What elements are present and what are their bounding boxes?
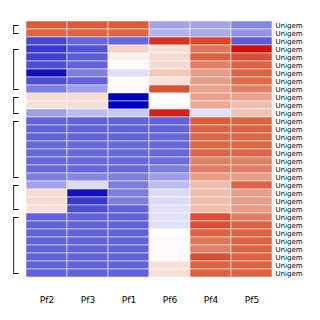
svg-text:Pf6: Pf6 — [163, 295, 178, 305]
svg-text:Unigem: Unigem — [276, 126, 303, 134]
svg-text:Unigem: Unigem — [276, 78, 303, 86]
svg-text:Unigem: Unigem — [276, 110, 303, 118]
svg-text:Unigem: Unigem — [276, 206, 303, 214]
svg-text:Unigem: Unigem — [276, 262, 303, 270]
svg-text:Unigem: Unigem — [276, 70, 303, 78]
svg-text:Unigem: Unigem — [276, 62, 303, 70]
svg-text:Unigem: Unigem — [276, 46, 303, 54]
svg-text:Unigem: Unigem — [276, 182, 303, 190]
svg-text:Unigem: Unigem — [276, 222, 303, 230]
svg-text:Pf1: Pf1 — [122, 295, 136, 305]
svg-text:Pf3: Pf3 — [81, 295, 95, 305]
svg-text:Unigem: Unigem — [276, 190, 303, 198]
svg-text:Unigem: Unigem — [276, 22, 303, 30]
svg-text:Unigem: Unigem — [276, 102, 303, 110]
svg-text:Unigem: Unigem — [276, 214, 303, 222]
svg-text:Unigem: Unigem — [276, 230, 303, 238]
svg-text:Pf4: Pf4 — [204, 295, 219, 305]
svg-text:Unigem: Unigem — [276, 198, 303, 206]
svg-text:Unigem: Unigem — [276, 174, 303, 182]
svg-text:Unigem: Unigem — [276, 134, 303, 142]
svg-text:Unigem: Unigem — [276, 30, 303, 38]
svg-text:Unigem: Unigem — [276, 94, 303, 102]
svg-text:Unigem: Unigem — [276, 254, 303, 262]
svg-text:Unigem: Unigem — [276, 118, 303, 126]
svg-text:Unigem: Unigem — [276, 38, 303, 46]
svg-text:Unigem: Unigem — [276, 246, 303, 254]
svg-text:Unigem: Unigem — [276, 238, 303, 246]
svg-text:Unigem: Unigem — [276, 158, 303, 166]
svg-text:Pf2: Pf2 — [40, 295, 54, 305]
svg-text:Unigem: Unigem — [276, 142, 303, 150]
svg-text:Unigem: Unigem — [276, 166, 303, 174]
svg-text:Unigem: Unigem — [276, 150, 303, 158]
svg-text:Unigem: Unigem — [276, 86, 303, 94]
svg-text:Unigem: Unigem — [276, 54, 303, 62]
svg-text:Pf5: Pf5 — [245, 295, 259, 305]
svg-text:Unigem: Unigem — [276, 270, 303, 278]
